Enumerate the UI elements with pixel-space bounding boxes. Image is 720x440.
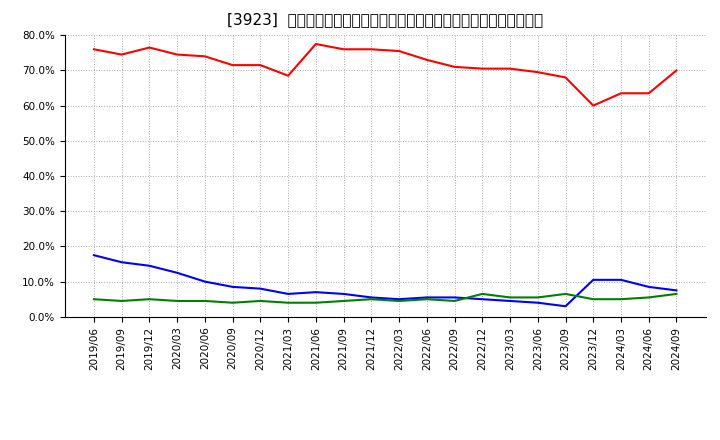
繰延税金資産 (89, 297, 98, 302)
のれん (478, 297, 487, 302)
自己資本 (89, 47, 98, 52)
のれん (589, 277, 598, 282)
のれん (644, 284, 653, 290)
のれん (561, 304, 570, 309)
自己資本 (117, 52, 126, 57)
のれん (505, 298, 514, 304)
自己資本 (284, 73, 292, 78)
繰延税金資産 (256, 298, 265, 304)
Legend: 自己資本, のれん, 繰延税金資産: 自己資本, のれん, 繰延税金資産 (245, 434, 526, 440)
繰延税金資産 (450, 298, 459, 304)
のれん (256, 286, 265, 291)
繰延税金資産 (534, 295, 542, 300)
のれん (201, 279, 210, 284)
自己資本 (367, 47, 376, 52)
自己資本 (616, 91, 625, 96)
のれん (228, 284, 237, 290)
繰延税金資産 (616, 297, 625, 302)
自己資本 (534, 70, 542, 75)
繰延税金資産 (561, 291, 570, 297)
繰延税金資産 (284, 300, 292, 305)
のれん (173, 270, 181, 275)
のれん (312, 290, 320, 295)
自己資本 (173, 52, 181, 57)
自己資本 (145, 45, 154, 50)
自己資本 (312, 41, 320, 47)
繰延税金資産 (644, 295, 653, 300)
Line: 自己資本: 自己資本 (94, 44, 677, 106)
繰延税金資産 (423, 297, 431, 302)
自己資本 (450, 64, 459, 70)
Line: 繰延税金資産: 繰延税金資産 (94, 294, 677, 303)
Title: [3923]  自己資本、のれん、繰延税金資産の総資産に対する比率の推移: [3923] 自己資本、のれん、繰延税金資産の総資産に対する比率の推移 (227, 12, 544, 27)
繰延税金資産 (173, 298, 181, 304)
繰延税金資産 (478, 291, 487, 297)
繰延税金資産 (228, 300, 237, 305)
のれん (395, 297, 403, 302)
のれん (423, 295, 431, 300)
のれん (117, 260, 126, 265)
自己資本 (505, 66, 514, 71)
繰延税金資産 (395, 298, 403, 304)
のれん (89, 253, 98, 258)
繰延税金資産 (672, 291, 681, 297)
のれん (367, 295, 376, 300)
自己資本 (478, 66, 487, 71)
自己資本 (228, 62, 237, 68)
のれん (284, 291, 292, 297)
繰延税金資産 (201, 298, 210, 304)
自己資本 (561, 75, 570, 80)
繰延税金資産 (145, 297, 154, 302)
自己資本 (339, 47, 348, 52)
のれん (145, 263, 154, 268)
のれん (672, 288, 681, 293)
繰延税金資産 (117, 298, 126, 304)
繰延税金資産 (312, 300, 320, 305)
のれん (450, 295, 459, 300)
繰延税金資産 (339, 298, 348, 304)
のれん (616, 277, 625, 282)
のれん (339, 291, 348, 297)
のれん (534, 300, 542, 305)
自己資本 (644, 91, 653, 96)
繰延税金資産 (589, 297, 598, 302)
自己資本 (256, 62, 265, 68)
自己資本 (423, 57, 431, 62)
Line: のれん: のれん (94, 255, 677, 306)
繰延税金資産 (367, 297, 376, 302)
自己資本 (395, 48, 403, 54)
繰延税金資産 (505, 295, 514, 300)
自己資本 (589, 103, 598, 108)
自己資本 (201, 54, 210, 59)
自己資本 (672, 68, 681, 73)
